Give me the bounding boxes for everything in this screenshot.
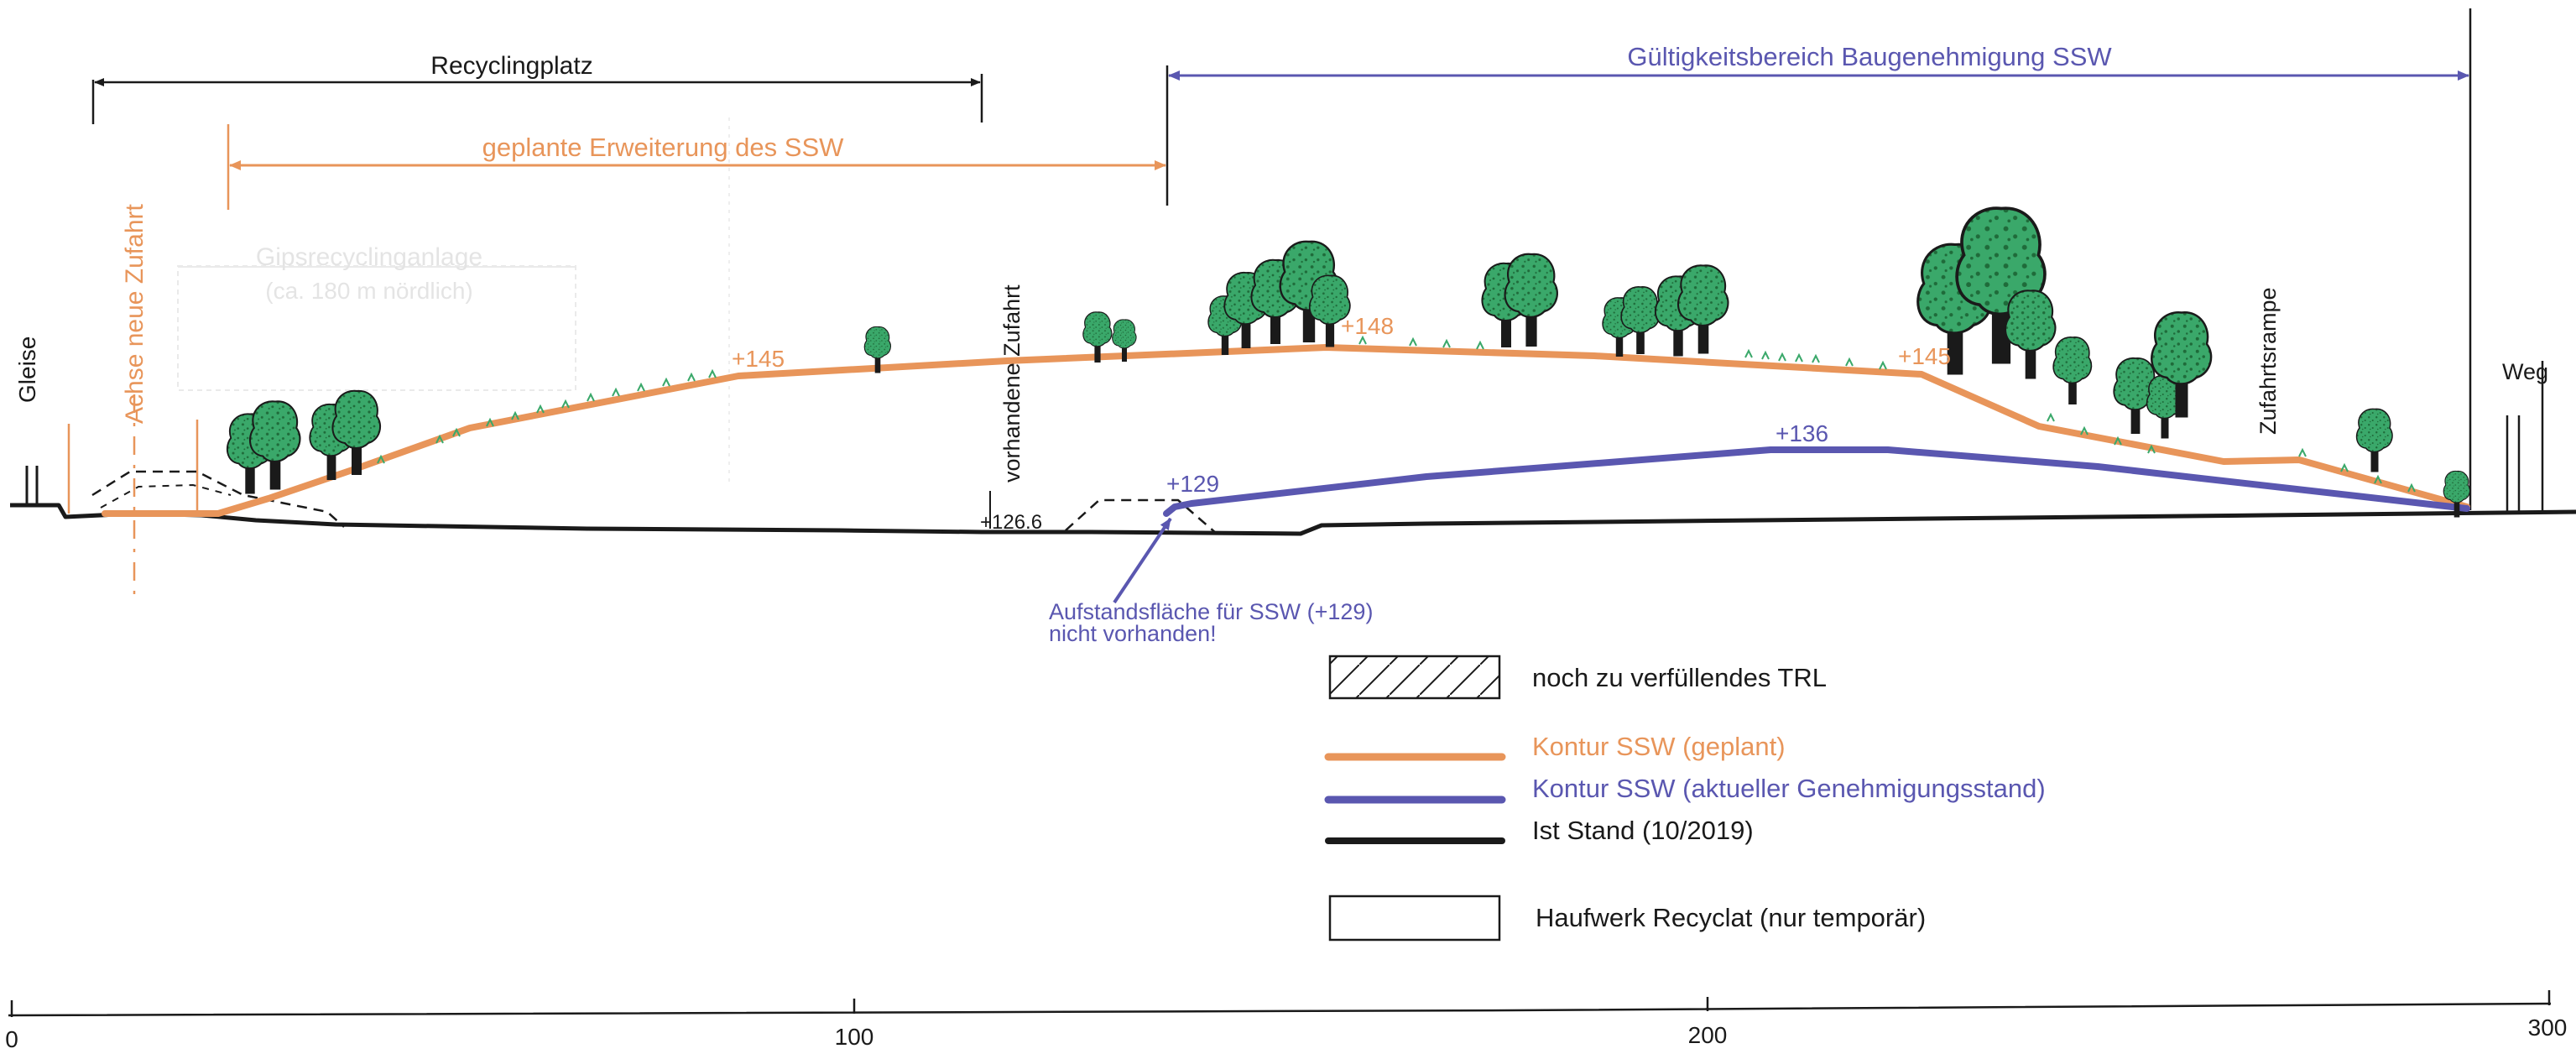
heap-left <box>91 470 345 528</box>
erweiterung-label: geplante Erweiterung des SSW <box>482 133 845 162</box>
grass-tufts <box>377 335 2416 493</box>
legend-existing: Ist Stand (10/2019) <box>1325 816 1754 845</box>
legend: noch zu verfüllendes TRL Kontur SSW (gep… <box>1324 655 2046 942</box>
elevation-approved-136: +136 <box>1776 420 1828 446</box>
legend-heap-label: Haufwerk Recyclat (nur temporär) <box>1536 903 1926 932</box>
legend-existing-label: Ist Stand (10/2019) <box>1532 816 1754 845</box>
heap-middle <box>1065 498 1218 535</box>
scale-tick-300: 300 <box>2528 1015 2568 1041</box>
gueltigkeit-label: Gültigkeitsbereich Baugenehmigung SSW <box>1627 42 2112 71</box>
gleise-label: Gleise <box>14 336 40 403</box>
legend-hatch: noch zu verfüllendes TRL <box>1328 655 1827 700</box>
gleise-rails: Gleise <box>14 336 40 503</box>
legend-heap: Haufwerk Recyclat (nur temporär) <box>1328 895 1926 942</box>
legend-planned: Kontur SSW (geplant) <box>1324 732 1786 761</box>
elevation-planned-145-b: +145 <box>1898 343 1951 369</box>
weg-marker: Weg <box>2502 359 2548 514</box>
achse-neue-zufahrt: Achse neue Zufahrt <box>67 204 199 596</box>
dimension-recyclingplatz: Recyclingplatz <box>91 52 983 124</box>
elevation-planned-145-a: +145 <box>732 346 785 372</box>
recyclingplatz-label: Recyclingplatz <box>430 52 592 80</box>
aufstand-line2: nicht vorhanden! <box>1049 621 1217 646</box>
gips-ghost: Gipsrecyclinganlage (ca. 180 m nördlich) <box>177 117 730 487</box>
dimension-gueltigkeit: Gültigkeitsbereich Baugenehmigung SSW <box>1168 8 2472 510</box>
existing-terrain-line <box>10 503 2576 536</box>
dimension-erweiterung: geplante Erweiterung des SSW <box>227 65 1169 210</box>
scale-bar: 0 100 200 300 <box>5 990 2567 1052</box>
vorhandene-zufahrt-label: vorhandene Zufahrt <box>999 284 1025 483</box>
scale-tick-0: 0 <box>5 1026 18 1052</box>
scale-tick-200: 200 <box>1688 1022 1728 1048</box>
trees-left <box>226 389 382 495</box>
gips-label-2: (ca. 180 m nördlich) <box>265 278 472 304</box>
achse-label: Achse neue Zufahrt <box>121 204 149 424</box>
gips-label-1: Gipsrecyclinganlage <box>256 243 482 271</box>
aufstand-annotation: Aufstandsfläche für SSW (+129) nicht vor… <box>1049 517 1373 646</box>
scale-tick-100: 100 <box>835 1024 874 1050</box>
legend-hatch-label: noch zu verfüllendes TRL <box>1532 663 1827 692</box>
zufahrtsrampe-label: Zufahrtsrampe <box>2255 287 2281 435</box>
approved-contour-line <box>1163 446 2470 517</box>
elevation-approved-129: +129 <box>1166 471 1219 497</box>
legend-approved-label: Kontur SSW (aktueller Genehmigungsstand) <box>1532 774 2046 803</box>
legend-planned-label: Kontur SSW (geplant) <box>1532 732 1786 761</box>
planned-contour-line <box>102 344 2470 517</box>
weg-label: Weg <box>2502 359 2548 384</box>
legend-approved: Kontur SSW (aktueller Genehmigungsstand) <box>1324 774 2046 804</box>
elevation-planned-148: +148 <box>1341 313 1394 339</box>
elevation-existing-1266: +126.6 <box>980 511 1042 534</box>
aufstand-line1: Aufstandsfläche für SSW (+129) <box>1049 599 1373 624</box>
trees-right <box>1916 206 2470 519</box>
trees-crest-b <box>1481 253 1729 357</box>
trees-crest-a <box>1207 240 1351 356</box>
